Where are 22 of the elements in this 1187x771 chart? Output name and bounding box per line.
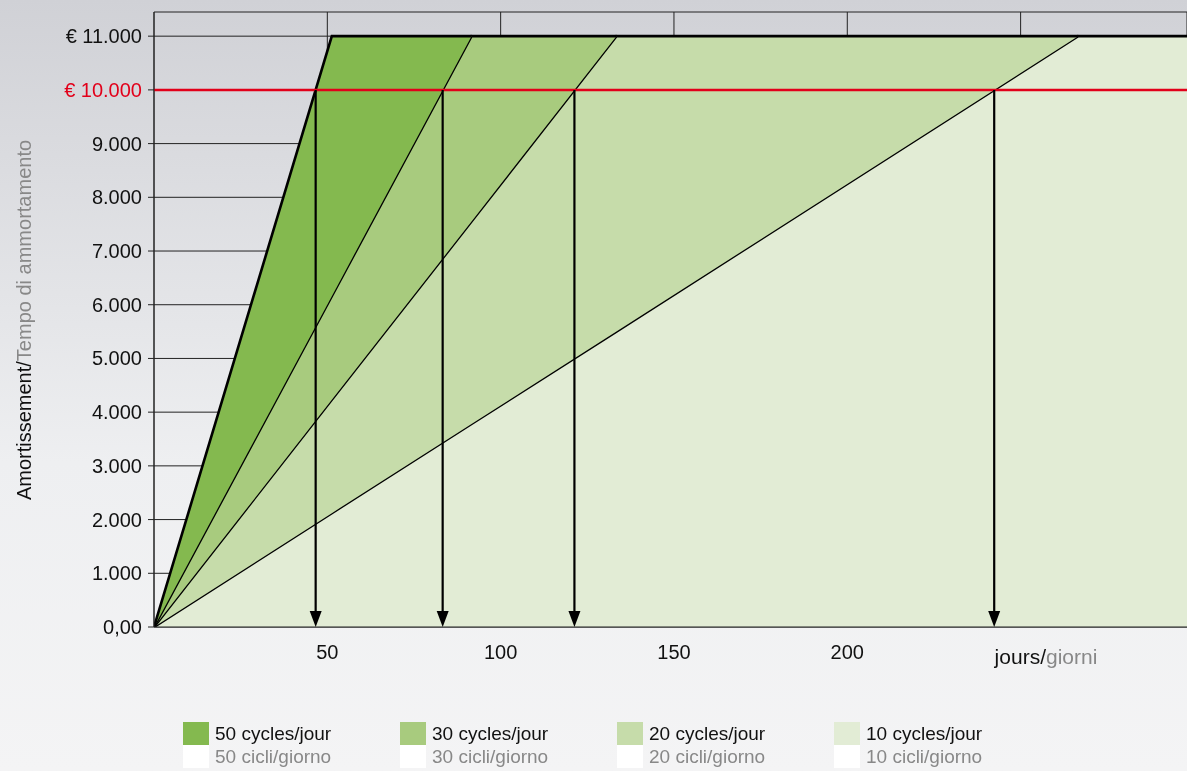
x-tick-label: 150 xyxy=(657,641,691,663)
y-tick-label: € 11.000 xyxy=(65,25,142,48)
x-axis-title: jours/giorni xyxy=(994,645,1098,668)
legend-label: 50 cycles/jour 50 cicli/giorno xyxy=(215,722,332,768)
x-tick-label: 100 xyxy=(483,641,518,663)
y-tick-label: 2.000 xyxy=(91,508,142,531)
y-tick-label: € 10.000 xyxy=(64,78,142,101)
legend-label: 10 cycles/jour 10 cicli/giorno xyxy=(866,722,983,768)
legend-label: 20 cycles/jour 20 cicli/giorno xyxy=(649,722,766,768)
y-tick-label: 3.000 xyxy=(91,454,142,477)
x-tick-label: 50 xyxy=(316,641,339,663)
y-axis-title: Amortissement/Tempo di ammortamento xyxy=(12,139,35,500)
y-tick-label: 6.000 xyxy=(91,293,142,316)
y-tick-label: 0,00 xyxy=(103,616,142,638)
y-tick-label: 4.000 xyxy=(91,401,142,424)
x-tick-label: 200 xyxy=(830,641,864,663)
y-tick-label: 9.000 xyxy=(91,132,142,155)
legend-label: 30 cycles/jour 30 cicli/giorno xyxy=(432,722,549,768)
y-tick-label: 1.000 xyxy=(91,562,142,585)
y-tick-label: 7.000 xyxy=(91,240,142,263)
y-tick-label: 5.000 xyxy=(91,347,142,370)
y-tick-label: 8.000 xyxy=(91,186,142,209)
